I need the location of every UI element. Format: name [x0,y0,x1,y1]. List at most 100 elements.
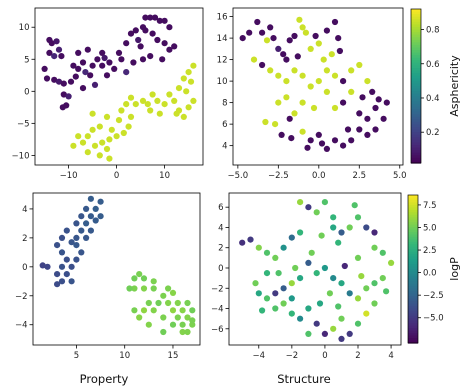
colorbar-segment [411,91,421,95]
scatter-point [354,214,362,221]
colorbar-segment [408,236,418,240]
colorbar-segment [411,150,421,154]
scatter-point [73,256,80,263]
scatter-point [67,78,75,85]
scatter-point [185,69,192,76]
colorbar-segment [408,244,418,248]
scatter-point [149,30,156,37]
scatter-point [139,56,147,63]
column-label-structure: Structure [277,372,331,386]
scatter-point [315,131,322,138]
scatter-point [78,249,85,256]
scatter-point [79,139,87,146]
colorbar-segment [408,338,418,342]
scatter-point [338,280,345,287]
scatter-point [299,99,306,106]
scatter-point [44,263,51,270]
scatter-point [326,290,333,297]
colorbar-segment [408,273,418,277]
scatter-point [73,220,80,227]
scatter-point [323,145,330,152]
colorbar-tick-label: 5.0 [423,223,437,233]
y-tick-label: 0 [218,264,223,274]
colorbar-segment [411,86,421,90]
scatter-point [288,295,295,302]
scatter-point [150,285,157,292]
y-tick-label: 4 [222,142,227,152]
scatter-point [127,30,135,37]
scatter-point [145,299,152,307]
y-tick-label: 10 [217,77,228,87]
scatter-point [68,239,75,246]
scatter-point [305,330,312,337]
scatter-point [83,205,90,212]
scatter-point [288,135,295,142]
scatter-point [180,113,187,120]
scatter-point [106,155,113,162]
colorbar-logp-gradient [408,195,418,344]
colorbar-segment [408,204,418,208]
colorbar-asphericity-label: Asphericity [448,55,461,117]
scatter-point [278,131,285,138]
scatter-point [312,32,319,40]
scatter-point [297,275,304,282]
scatter-point [321,199,328,206]
scatter-point [313,270,320,277]
scatter-point [84,133,91,140]
panel-bottom-left-ticks: 5 10 15 4 2 0 −2 −4 [15,205,178,361]
scatter-point [75,65,82,72]
colorbar-segment [411,57,421,61]
scatter-point [297,229,304,236]
scatter-point [161,40,168,47]
scatter-point [346,330,353,337]
scatter-point [323,27,330,34]
scatter-point [336,47,343,55]
scatter-point [106,136,113,143]
colorbar-tick-label: 0.8 [426,26,440,36]
scatter-point [185,104,192,111]
colorbar-segment [408,298,418,302]
scatter-point [184,299,191,307]
scatter-point [169,289,177,296]
scatter-point [54,281,61,288]
scatter-point [183,88,190,95]
scatter-point [70,142,77,149]
scatter-point [140,307,148,314]
scatter-point [73,242,80,249]
scatter-point [356,110,363,117]
scatter-point [154,97,161,104]
scatter-point [147,107,154,114]
scatter-point [375,96,382,103]
scatter-point [340,78,347,85]
colorbar-asphericity-ticks: 0.2 0.4 0.6 0.8 [421,26,440,138]
scatter-point [299,128,306,135]
scatter-point [371,280,378,287]
colorbar-segment [411,116,421,120]
scatter-point [83,220,90,227]
colorbar-segment [411,65,421,69]
scatter-point [151,14,159,21]
scatter-point [330,214,337,221]
scatter-point [127,94,135,101]
panel-top-right-points [239,16,390,152]
scatter-point [58,263,66,270]
colorbar-segment [411,55,421,59]
scatter-point [252,280,259,287]
colorbar-tick-label: −2.5 [423,291,444,301]
scatter-point [364,131,371,138]
colorbar-segment [411,78,421,82]
scatter-point [123,40,130,47]
colorbar-segment [411,157,421,162]
scatter-point [63,271,70,278]
x-tick-label: −5.0 [228,171,249,181]
scatter-point [91,81,99,88]
scatter-point [286,115,293,122]
scatter-point [118,56,125,63]
y-tick-label: 8 [222,99,227,109]
scatter-point [97,198,104,205]
scatter-point [335,303,342,310]
scatter-point [315,78,322,85]
scatter-point [189,307,196,314]
colorbar-segment [408,288,418,292]
scatter-point [68,263,75,270]
